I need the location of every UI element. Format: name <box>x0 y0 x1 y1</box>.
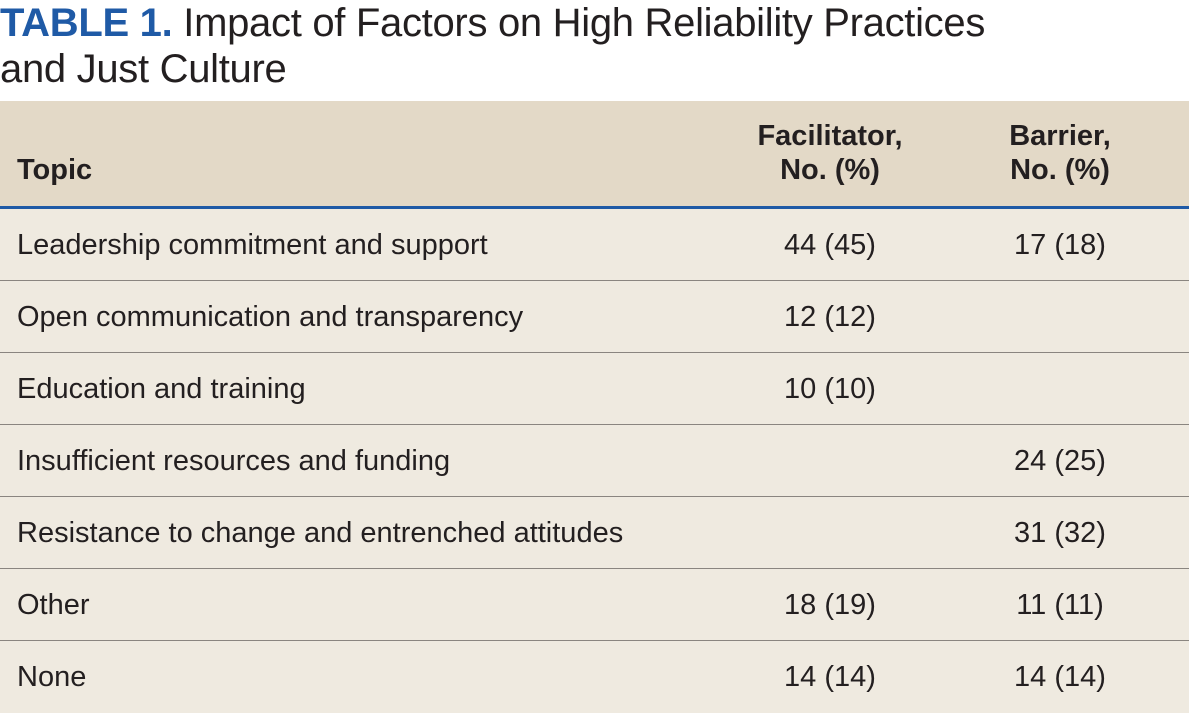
table-row: Insufficient resources and funding 24 (2… <box>0 425 1189 497</box>
table-row: Resistance to change and entrenched atti… <box>0 497 1189 569</box>
header-facilitator-line1: Facilitator, <box>757 120 903 152</box>
table-title-line1: Impact of Factors on High Reliability Pr… <box>183 1 986 45</box>
header-barrier-line1: Barrier, <box>1009 120 1111 152</box>
cell-facilitator: 18 (19) <box>784 589 876 621</box>
cell-topic: Insufficient resources and funding <box>17 445 451 477</box>
cell-barrier <box>960 281 1160 353</box>
table-row: Education and training 10 (10) <box>0 353 1189 425</box>
cell-topic: Other <box>17 589 90 621</box>
cell-topic: Open communication and transparency <box>17 301 524 333</box>
cell-facilitator: 10 (10) <box>784 373 876 405</box>
cell-barrier: 14 (14) <box>1014 661 1106 693</box>
table-header: Topic Facilitator, No. (%) Barrier, No. … <box>0 101 1189 209</box>
table-row: Other 18 (19) 11 (11) <box>0 569 1189 641</box>
table-title-line2: and Just Culture <box>0 47 287 91</box>
table-row: Leadership commitment and support 44 (45… <box>0 209 1189 281</box>
cell-topic: Leadership commitment and support <box>17 229 488 261</box>
cell-facilitator: 14 (14) <box>784 661 876 693</box>
cell-facilitator <box>700 497 960 569</box>
table-number-label: TABLE 1. <box>0 1 173 45</box>
data-table: Topic Facilitator, No. (%) Barrier, No. … <box>0 101 1189 713</box>
table-row: None 14 (14) 14 (14) <box>0 641 1189 713</box>
cell-barrier <box>960 353 1160 425</box>
cell-topic: Education and training <box>17 373 306 405</box>
header-facilitator-line2: No. (%) <box>780 154 880 186</box>
header-facilitator: Facilitator, No. (%) <box>700 119 960 187</box>
cell-barrier: 11 (11) <box>1016 589 1104 621</box>
cell-barrier: 17 (18) <box>1014 229 1106 261</box>
cell-barrier: 31 (32) <box>1014 517 1106 549</box>
cell-barrier: 24 (25) <box>1014 445 1106 477</box>
cell-facilitator: 44 (45) <box>784 229 876 261</box>
header-barrier-line2: No. (%) <box>1010 154 1110 186</box>
cell-topic: None <box>17 661 87 693</box>
cell-topic: Resistance to change and entrenched atti… <box>17 517 624 549</box>
header-barrier: Barrier, No. (%) <box>960 119 1160 187</box>
table-title: TABLE 1. Impact of Factors on High Relia… <box>0 0 1189 92</box>
header-topic: Topic <box>17 154 93 186</box>
table-row: Open communication and transparency 12 (… <box>0 281 1189 353</box>
cell-facilitator <box>700 425 960 497</box>
cell-facilitator: 12 (12) <box>784 301 876 333</box>
